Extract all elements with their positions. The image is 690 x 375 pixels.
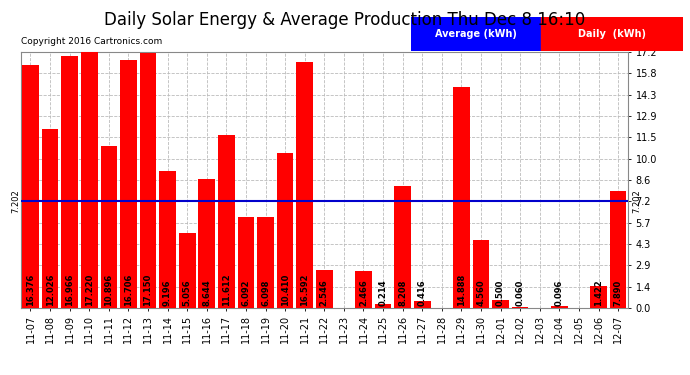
- Text: 1.422: 1.422: [594, 279, 603, 306]
- Text: 6.098: 6.098: [261, 280, 270, 306]
- Bar: [411, 17, 542, 51]
- Text: 0.416: 0.416: [417, 279, 426, 306]
- Text: Daily  (kWh): Daily (kWh): [578, 29, 647, 39]
- Bar: [394, 186, 411, 308]
- Text: 6.092: 6.092: [241, 279, 250, 306]
- Bar: [42, 129, 59, 308]
- Text: 7.202: 7.202: [632, 189, 641, 213]
- Text: 5.056: 5.056: [183, 279, 192, 306]
- Bar: [551, 306, 568, 308]
- Bar: [473, 240, 489, 308]
- Bar: [159, 171, 176, 308]
- Text: 2.466: 2.466: [359, 279, 368, 306]
- Text: 2.546: 2.546: [319, 279, 329, 306]
- Text: 12.026: 12.026: [46, 273, 55, 306]
- Bar: [492, 300, 509, 307]
- Text: 16.706: 16.706: [124, 274, 133, 306]
- Text: 0.060: 0.060: [515, 280, 524, 306]
- Bar: [375, 304, 391, 307]
- Text: 17.220: 17.220: [85, 274, 94, 306]
- Bar: [61, 56, 78, 308]
- Text: 16.376: 16.376: [26, 274, 35, 306]
- Bar: [81, 52, 97, 308]
- Bar: [179, 232, 195, 308]
- Bar: [297, 62, 313, 308]
- Text: Average (kWh): Average (kWh): [435, 29, 517, 39]
- Text: 4.560: 4.560: [477, 279, 486, 306]
- Bar: [512, 307, 529, 308]
- Bar: [414, 302, 431, 307]
- Bar: [590, 286, 607, 308]
- Text: 7.890: 7.890: [613, 280, 622, 306]
- Bar: [277, 153, 293, 308]
- Text: 0.500: 0.500: [496, 280, 505, 306]
- Bar: [610, 190, 627, 308]
- Bar: [22, 65, 39, 308]
- Bar: [120, 60, 137, 308]
- Text: 14.888: 14.888: [457, 274, 466, 306]
- Bar: [101, 146, 117, 308]
- Text: 8.208: 8.208: [398, 280, 407, 306]
- Text: 17.150: 17.150: [144, 274, 152, 306]
- Bar: [257, 217, 274, 308]
- Bar: [199, 179, 215, 308]
- Bar: [453, 87, 470, 308]
- Bar: [218, 135, 235, 308]
- Bar: [139, 53, 157, 307]
- Text: Copyright 2016 Cartronics.com: Copyright 2016 Cartronics.com: [21, 38, 162, 46]
- Text: 8.644: 8.644: [202, 279, 211, 306]
- Text: 10.896: 10.896: [104, 274, 113, 306]
- Text: 7.202: 7.202: [12, 189, 21, 213]
- Bar: [316, 270, 333, 308]
- Bar: [542, 17, 683, 51]
- Text: 9.196: 9.196: [163, 279, 172, 306]
- Text: 11.612: 11.612: [222, 273, 231, 306]
- Text: 10.410: 10.410: [281, 274, 290, 306]
- Text: 16.592: 16.592: [300, 273, 309, 306]
- Text: 0.214: 0.214: [379, 279, 388, 306]
- Text: Daily Solar Energy & Average Production Thu Dec 8 16:10: Daily Solar Energy & Average Production …: [104, 11, 586, 29]
- Bar: [355, 271, 372, 308]
- Bar: [237, 217, 255, 308]
- Text: 16.966: 16.966: [65, 273, 74, 306]
- Text: 0.096: 0.096: [555, 280, 564, 306]
